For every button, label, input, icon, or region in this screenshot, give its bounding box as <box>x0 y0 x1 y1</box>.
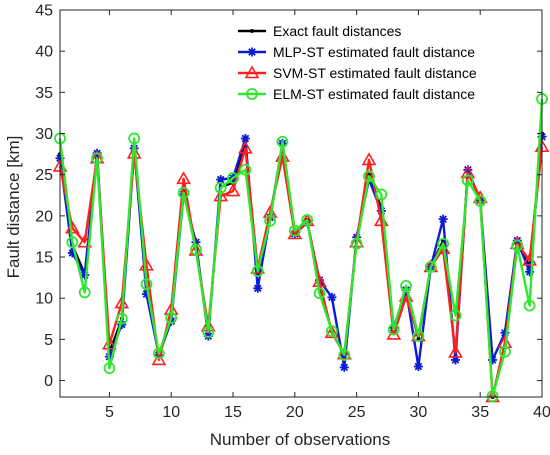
data-point <box>449 309 462 322</box>
data-point <box>387 323 400 336</box>
y-tick-label: 35 <box>35 85 53 102</box>
data-point <box>324 325 340 339</box>
data-point <box>313 287 326 300</box>
data-point <box>128 132 141 145</box>
data-point <box>152 347 165 360</box>
data-point <box>264 214 277 227</box>
data-point <box>438 214 448 224</box>
data-point <box>460 165 476 179</box>
legend-marker <box>246 88 258 100</box>
data-point <box>276 135 289 148</box>
axes-layer: 5 10 15 20 25 30 35 40 0 5 10 15 20 25 30 35 40 45 <box>35 3 550 422</box>
data-point <box>301 214 314 226</box>
series-3 <box>54 93 548 403</box>
data-point <box>140 278 153 291</box>
data-point <box>126 145 142 159</box>
data-point <box>461 174 474 187</box>
data-point <box>214 181 227 194</box>
data-point <box>413 362 423 372</box>
data-point <box>424 261 437 273</box>
x-tick-label: 20 <box>286 404 304 421</box>
data-point <box>287 226 303 240</box>
data-point <box>251 265 264 277</box>
data-point <box>474 195 487 207</box>
legend-entry: SVM-ST estimated fault distance <box>238 65 477 81</box>
data-point <box>412 330 425 342</box>
data-point <box>499 345 511 358</box>
x-axis-title: Number of observations <box>210 430 390 449</box>
data-point <box>361 152 377 166</box>
series-line <box>58 98 544 398</box>
data-point <box>400 279 412 292</box>
data-point <box>225 183 241 197</box>
legend-marker <box>244 65 260 79</box>
data-point <box>375 188 388 201</box>
legend-entry: MLP-ST estimated fault distance <box>238 44 475 60</box>
data-point <box>115 312 128 325</box>
data-point <box>327 292 337 302</box>
y-tick-label: 25 <box>35 167 53 184</box>
data-point <box>288 224 301 237</box>
data-point <box>151 352 167 366</box>
legend-label: MLP-ST estimated fault distance <box>273 44 475 60</box>
legend-label: Exact fault distances <box>273 23 401 39</box>
y-tick-label: 40 <box>35 44 53 61</box>
x-tick-label: 25 <box>348 404 366 421</box>
y-tick-label: 30 <box>35 126 53 143</box>
data-point <box>523 299 536 312</box>
y-tick-label: 15 <box>35 250 53 267</box>
data-point <box>190 243 202 256</box>
data-point <box>336 346 352 360</box>
x-tick-label: 5 <box>105 404 114 421</box>
data-point <box>350 237 363 250</box>
data-point <box>202 326 215 338</box>
data-point <box>253 283 263 293</box>
legend-label: SVM-ST estimated fault distance <box>273 65 477 81</box>
data-point <box>91 152 103 165</box>
y-tick-label: 20 <box>35 208 53 225</box>
x-tick-label: 30 <box>410 404 428 421</box>
x-tick-label: 10 <box>162 404 180 421</box>
data-point <box>511 239 524 252</box>
x-tick-label: 15 <box>224 404 242 421</box>
data-point <box>103 362 116 375</box>
data-point <box>66 236 79 249</box>
data-point <box>227 172 239 184</box>
data-point <box>448 344 463 358</box>
data-point <box>437 237 450 250</box>
data-point <box>77 234 93 248</box>
legend-marker <box>247 47 257 57</box>
data-point <box>165 312 178 324</box>
data-point <box>486 390 499 403</box>
legend-label: ELM-ST estimated fault distance <box>273 86 475 102</box>
y-axis-title: Fault distance [km] <box>4 136 23 279</box>
data-point <box>78 286 91 299</box>
x-tick-label: 35 <box>471 404 489 421</box>
legend-entry: ELM-ST estimated fault distance <box>238 86 475 102</box>
y-tick-label: 10 <box>35 291 53 308</box>
series-layer <box>52 93 550 403</box>
axes-box <box>59 9 543 398</box>
legend-entry: Exact fault distances <box>238 23 401 39</box>
data-point <box>325 325 338 338</box>
data-point <box>139 257 154 271</box>
data-point <box>338 349 351 361</box>
data-point <box>339 362 349 372</box>
legend-marker <box>250 29 254 33</box>
y-tick-label: 0 <box>44 373 53 390</box>
legend-box <box>233 18 517 110</box>
data-point <box>239 163 252 176</box>
y-tick-label: 5 <box>44 332 53 349</box>
data-point <box>363 170 375 183</box>
y-tick-label: 45 <box>35 3 53 20</box>
data-point <box>176 171 191 185</box>
data-point <box>238 140 253 154</box>
x-tick-label: 40 <box>533 404 550 421</box>
legend: Exact fault distances MLP-ST estimated fa… <box>233 18 517 110</box>
data-point <box>177 186 190 199</box>
